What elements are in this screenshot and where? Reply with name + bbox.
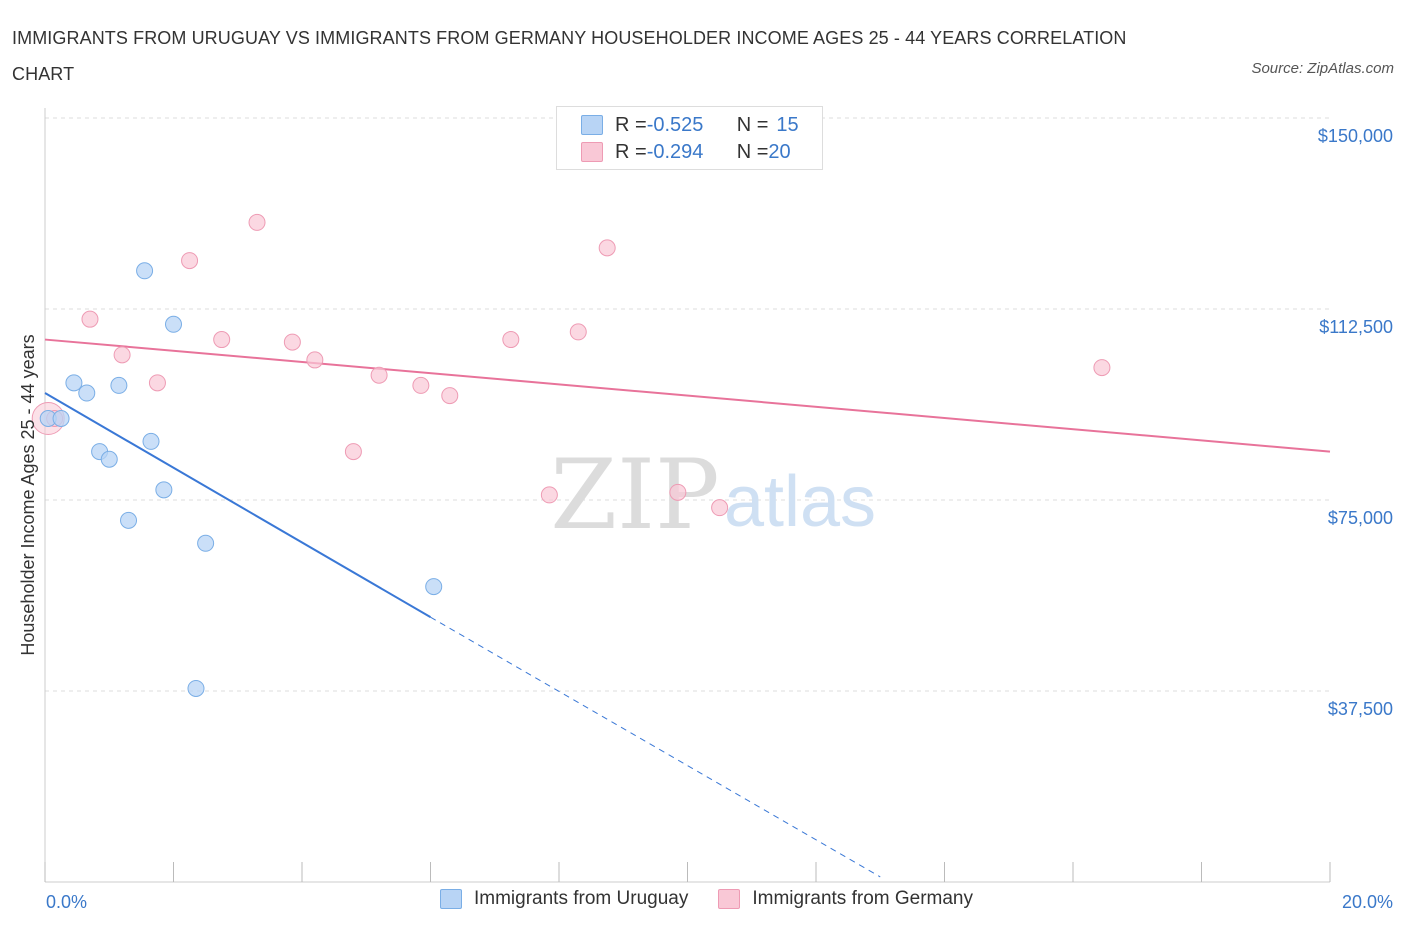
data-point-germany <box>1093 359 1111 377</box>
data-points <box>31 213 1111 697</box>
legend-n-label: N = <box>736 140 769 163</box>
legend-swatch-germany <box>581 142 603 162</box>
data-point-germany <box>669 483 687 501</box>
data-point-germany <box>148 374 166 392</box>
series-swatch-uruguay <box>440 889 462 909</box>
y-tick-label: $150,000 <box>1318 126 1393 146</box>
data-point-uruguay <box>142 432 160 450</box>
data-point-germany <box>248 213 266 231</box>
data-point-uruguay <box>110 376 128 394</box>
data-point-germany <box>412 376 430 394</box>
y-tick-label: $75,000 <box>1328 508 1393 528</box>
data-point-germany <box>711 499 729 517</box>
x-tick-label: 0.0% <box>46 892 87 912</box>
series-legend-uruguay: Immigrants from Uruguay <box>440 888 688 910</box>
trend-line-uruguay <box>44 392 432 619</box>
y-tick-label: $37,500 <box>1328 699 1393 719</box>
data-point-germany <box>344 443 362 461</box>
series-label-uruguay: Immigrants from Uruguay <box>474 888 689 909</box>
series-label-germany: Immigrants from Germany <box>752 888 973 909</box>
legend: R = -0.525 N = 15 R = -0.294 N = 20 <box>556 106 823 170</box>
y-tick-labels: $37,500 $75,000 $112,500 $150,000 <box>1318 126 1393 719</box>
axes <box>44 108 1331 883</box>
y-axis-label: Householder Income Ages 25 - 44 years <box>18 334 38 655</box>
y-tick-label: $112,500 <box>1319 317 1393 337</box>
data-point-uruguay <box>52 410 70 428</box>
legend-n-label: N = <box>736 113 769 136</box>
x-tick-label: 20.0% <box>1342 892 1393 912</box>
data-point-germany <box>441 387 459 405</box>
data-point-uruguay <box>165 315 182 333</box>
series-swatch-germany <box>718 889 741 909</box>
data-point-germany <box>502 331 520 349</box>
data-point-germany <box>370 366 388 384</box>
data-point-uruguay <box>136 262 154 280</box>
data-point-germany <box>598 239 616 257</box>
trend-lines <box>44 338 1331 878</box>
data-point-uruguay <box>197 534 215 552</box>
x-tick-labels: 0.0% 20.0% <box>46 892 1393 912</box>
legend-n-value: 15 <box>776 113 799 136</box>
series-legend: Immigrants from Uruguay Immigrants from … <box>440 888 1003 910</box>
data-point-uruguay <box>155 481 173 499</box>
legend-row-germany: R = -0.294 N = 20 <box>581 139 791 165</box>
legend-n-value: 20 <box>768 140 791 163</box>
source-label: Source: ZipAtlas.com <box>1251 60 1394 77</box>
grid-lines <box>45 117 1330 692</box>
data-point-uruguay <box>425 578 443 596</box>
data-point-uruguay <box>100 450 118 468</box>
legend-r-label: R = <box>615 113 647 136</box>
series-legend-germany: Immigrants from Germany <box>718 888 973 910</box>
legend-row-uruguay: R = -0.525 N = 15 <box>581 112 799 138</box>
data-point-germany <box>113 346 131 364</box>
legend-r-value: -0.525 <box>646 113 704 136</box>
data-point-germany <box>540 486 558 504</box>
data-point-germany <box>81 310 99 328</box>
chart-title: IMMIGRANTS FROM URUGUAY VS IMMIGRANTS FR… <box>12 28 1127 84</box>
data-point-uruguay <box>78 384 96 402</box>
legend-r-label: R = <box>615 140 647 163</box>
trend-line-germany <box>44 338 1331 453</box>
data-point-germany <box>283 333 301 351</box>
data-point-uruguay <box>187 679 205 697</box>
legend-swatch-uruguay <box>581 115 603 135</box>
watermark-zip: ZIP <box>550 439 719 551</box>
legend-r-value: -0.294 <box>646 140 704 163</box>
data-point-uruguay <box>65 374 83 392</box>
data-point-germany <box>181 252 199 270</box>
data-point-uruguay <box>120 511 138 529</box>
data-point-germany <box>306 351 324 369</box>
data-point-germany <box>213 331 231 349</box>
data-point-germany <box>569 323 587 341</box>
watermark-atlas: atlas <box>724 462 876 542</box>
trend-line-uruguay-extension <box>430 616 881 878</box>
